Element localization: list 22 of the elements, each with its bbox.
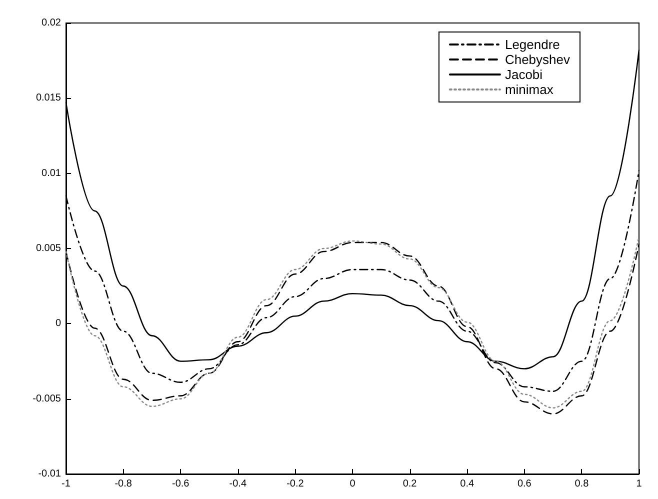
y-tick-label: 0.005 xyxy=(36,243,62,254)
legend-label: Legendre xyxy=(504,37,560,52)
y-tick-label: -0.005 xyxy=(32,393,62,404)
legend-label: Jacobi xyxy=(504,67,543,82)
x-tick-label: 0.2 xyxy=(402,478,418,490)
y-tick-label: 0 xyxy=(55,318,62,330)
x-tick-label: -0.8 xyxy=(114,478,132,490)
x-tick-label: 1 xyxy=(636,478,642,490)
y-tick-label: 0.015 xyxy=(36,92,62,104)
legend-label: Chebyshev xyxy=(504,52,570,67)
y-tick-label: 0.01 xyxy=(42,168,62,179)
x-tick-label: 0.8 xyxy=(574,478,590,490)
x-tick-label: 0 xyxy=(350,478,356,490)
y-tick-label: -0.01 xyxy=(38,468,62,480)
x-tick-label: -1 xyxy=(62,478,71,490)
x-tick-label: 0.6 xyxy=(517,478,532,490)
x-tick-label: -0.4 xyxy=(229,478,247,490)
x-tick-label: -0.2 xyxy=(286,478,304,490)
x-tick-label: 0.4 xyxy=(460,478,474,490)
x-tick-label: -0.6 xyxy=(172,478,190,490)
y-tick-label: 0.02 xyxy=(42,18,62,28)
legend-label: minimax xyxy=(504,82,554,97)
